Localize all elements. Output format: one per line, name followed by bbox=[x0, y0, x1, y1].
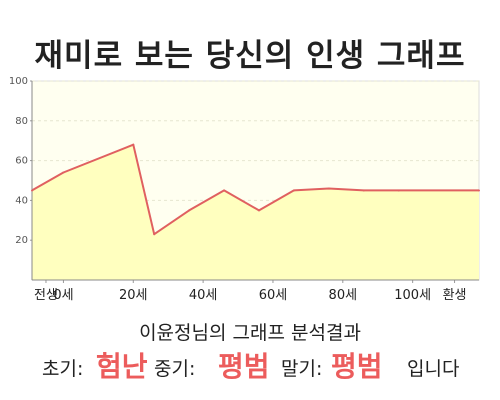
data-point bbox=[132, 143, 135, 146]
y-tick-label: 80 bbox=[15, 116, 28, 127]
data-point bbox=[362, 189, 365, 192]
y-tick-label: 100 bbox=[9, 76, 28, 87]
y-tick-label: 20 bbox=[15, 235, 28, 246]
early-label: 초기: bbox=[42, 358, 84, 380]
area-fill bbox=[32, 144, 479, 280]
x-tick-label: 100세 bbox=[394, 288, 431, 303]
mid-label: 중기: bbox=[154, 358, 196, 380]
x-tick-label: 80세 bbox=[329, 288, 358, 303]
data-point bbox=[153, 233, 156, 236]
data-point bbox=[223, 189, 226, 192]
data-point bbox=[62, 171, 65, 174]
data-point bbox=[478, 189, 480, 192]
y-tick-label: 40 bbox=[15, 195, 28, 206]
y-tick-label: 60 bbox=[15, 156, 28, 167]
chart-title: 재미로 보는 당신의 인생 그래프 bbox=[34, 38, 466, 74]
late-label: 말기: bbox=[281, 358, 323, 380]
data-point bbox=[188, 209, 191, 212]
early-value: 험난 bbox=[96, 350, 148, 383]
series-line bbox=[31, 143, 479, 236]
x-tick-label: 20세 bbox=[119, 288, 148, 303]
x-tick-label: 환생 bbox=[443, 288, 467, 303]
x-tick-label: 40세 bbox=[189, 288, 218, 303]
verdict-row: 초기: 험난 중기: 평범 말기: 평범 입니다 bbox=[0, 345, 500, 385]
data-point bbox=[397, 189, 400, 192]
x-tick-label: 60세 bbox=[259, 288, 288, 303]
y-axis-ticks: 20 40 60 80 100 bbox=[9, 76, 32, 246]
x-tick-label: 0세 bbox=[53, 288, 73, 303]
analysis-summary: 이윤정님의 그래프 분석결과 bbox=[139, 322, 361, 344]
data-point bbox=[327, 187, 330, 190]
data-point bbox=[292, 189, 295, 192]
late-value: 평범 bbox=[331, 350, 383, 383]
data-point bbox=[31, 189, 33, 192]
x-tick-label: 전생 bbox=[34, 288, 58, 303]
data-points bbox=[31, 143, 480, 236]
verdict-ending: 입니다 bbox=[407, 358, 460, 380]
mid-value: 평범 bbox=[218, 350, 270, 383]
data-point bbox=[257, 209, 260, 212]
